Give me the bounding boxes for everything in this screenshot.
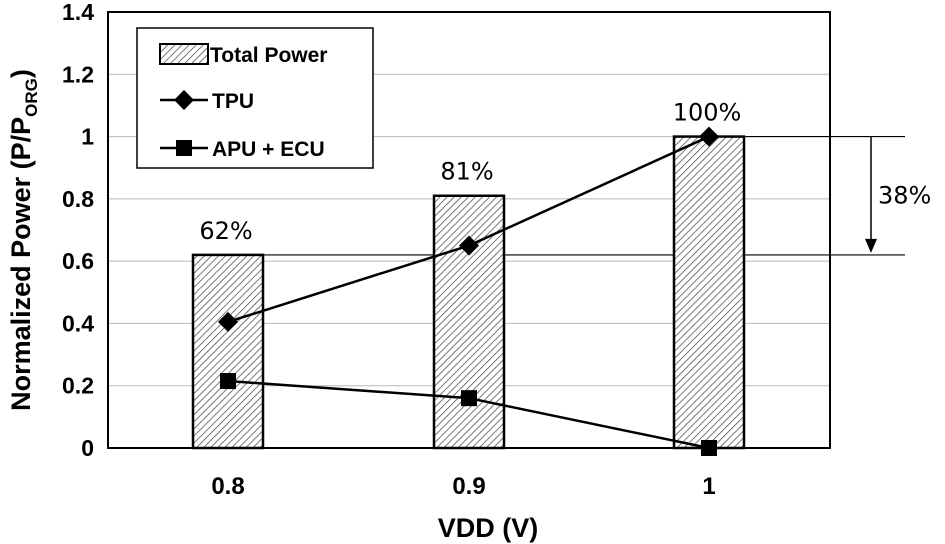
y-axis-title-sub: ORG bbox=[22, 78, 41, 117]
y-tick-label: 0.2 bbox=[62, 373, 94, 399]
y-tick-label: 0.4 bbox=[62, 310, 94, 336]
bar bbox=[672, 135, 746, 450]
diamond-marker bbox=[699, 126, 719, 147]
y-tick-label: 0.8 bbox=[62, 186, 94, 212]
y-axis-title-end: ) bbox=[6, 69, 36, 78]
y-tick-label: 1 bbox=[81, 124, 94, 150]
y-tick-label: 0 bbox=[81, 435, 94, 461]
legend-marker-square bbox=[176, 140, 192, 156]
y-axis-title: Normalized Power (P/PORG) bbox=[6, 69, 41, 411]
annotation-arrowhead bbox=[865, 238, 877, 253]
legend: Total Power TPU APU + ECU bbox=[136, 27, 374, 169]
x-tick-label: 1 bbox=[702, 473, 715, 500]
bar bbox=[191, 253, 265, 450]
legend-label-tpu: TPU bbox=[212, 90, 254, 113]
diamond-marker bbox=[459, 235, 479, 256]
legend-marker-diamond bbox=[174, 90, 194, 110]
bar-label: 62% bbox=[199, 217, 252, 245]
y-tick-label: 1.2 bbox=[62, 61, 94, 87]
x-tick-label: 0.8 bbox=[211, 473, 244, 500]
square-marker bbox=[461, 390, 477, 407]
legend-label-apu-ecu: APU + ECU bbox=[212, 138, 325, 161]
x-tick-label: 0.9 bbox=[452, 473, 485, 500]
bar-label: 81% bbox=[440, 158, 493, 186]
y-axis-title-main: Normalized Power (P/P bbox=[6, 117, 36, 411]
square-marker bbox=[220, 373, 236, 390]
legend-swatch-total-power bbox=[159, 43, 209, 65]
legend-label-total-power: Total Power bbox=[210, 44, 327, 67]
plot-frame bbox=[107, 11, 831, 449]
bar-label: 100% bbox=[673, 99, 742, 127]
y-tick-label: 1.4 bbox=[62, 0, 94, 25]
x-axis-title: VDD (V) bbox=[438, 513, 539, 543]
diamond-marker bbox=[218, 311, 238, 332]
annotation-label: 38% bbox=[878, 182, 931, 210]
y-tick-label: 0.6 bbox=[62, 248, 94, 274]
